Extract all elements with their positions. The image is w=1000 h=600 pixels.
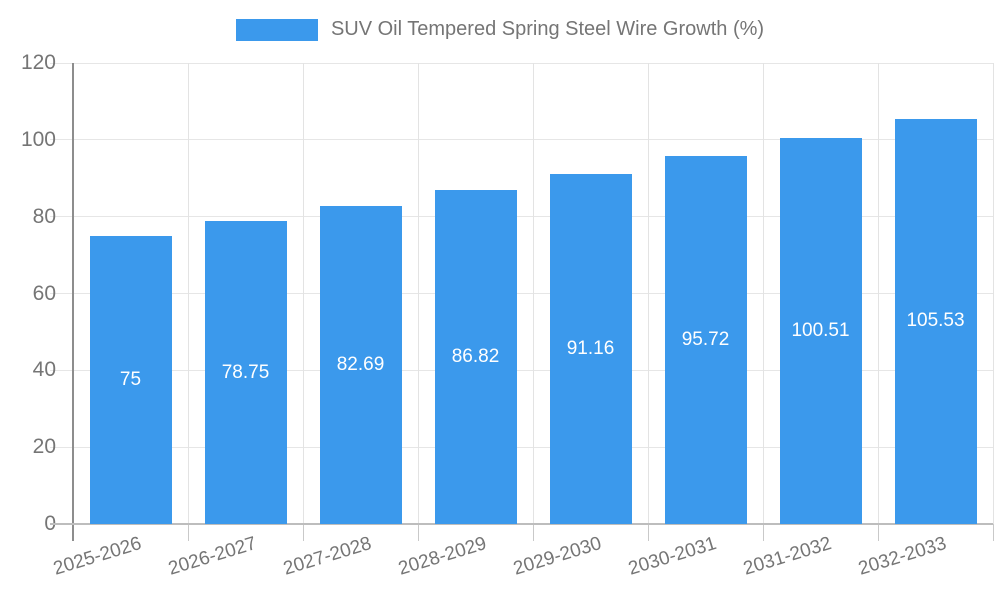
y-axis-tick-label: 20 — [32, 435, 56, 459]
x-axis-tick — [187, 524, 189, 541]
y-axis-tick-label: 0 — [4, 513, 56, 535]
y-gridline — [50, 62, 993, 64]
bar — [89, 235, 172, 524]
bar-value-label: 100.51 — [791, 319, 850, 341]
x-axis-tick — [762, 524, 764, 541]
x-axis-category-label: 2029-2030 — [510, 533, 604, 580]
bar — [779, 137, 862, 524]
bar — [894, 118, 977, 524]
x-gridline — [992, 63, 994, 524]
legend-series-label: SUV Oil Tempered Spring Steel Wire Growt… — [330, 18, 765, 40]
bar-value-label: 95.72 — [681, 329, 730, 351]
x-gridline — [762, 63, 764, 524]
y-gridline — [50, 293, 993, 294]
x-gridline — [877, 63, 879, 524]
y-axis-tick-label: 80 — [32, 204, 56, 228]
x-axis-category-label: 2026-2027 — [165, 533, 259, 580]
bar — [204, 221, 287, 524]
x-gridline — [187, 63, 189, 524]
x-axis-tick — [877, 524, 879, 541]
x-axis-tick — [647, 524, 649, 541]
bar-value-label: 91.16 — [566, 337, 615, 359]
y-axis-tick-label: 120 — [20, 51, 56, 74]
x-axis-tick — [992, 524, 994, 541]
bar-value-label: 86.82 — [451, 346, 500, 368]
x-gridline — [302, 63, 304, 524]
x-axis-category-label: 2025-2026 — [50, 533, 144, 580]
x-axis-tick — [417, 524, 419, 541]
y-gridline — [50, 139, 993, 141]
y-gridline — [50, 369, 993, 371]
x-axis-line — [50, 523, 993, 525]
bar-value-label: 105.53 — [906, 310, 965, 332]
x-axis-category-label: 2030-2031 — [625, 533, 719, 580]
x-axis-tick — [302, 524, 304, 541]
x-axis-category-label: 2032-2033 — [855, 533, 949, 580]
y-gridline — [50, 446, 993, 448]
x-axis-category-label: 2028-2029 — [395, 533, 489, 580]
y-axis-tick-label: 100 — [20, 127, 56, 151]
bar — [319, 206, 402, 524]
bar — [434, 190, 517, 524]
y-gridline — [50, 216, 993, 218]
x-axis-category-label: 2027-2028 — [280, 533, 374, 580]
bar — [549, 173, 632, 524]
bar-value-label: 78.75 — [221, 361, 270, 383]
y-axis-line — [72, 63, 74, 541]
legend: SUV Oil Tempered Spring Steel Wire Growt… — [0, 18, 1000, 41]
y-axis-tick-label: 40 — [32, 358, 56, 382]
x-gridline — [532, 63, 534, 524]
x-gridline — [417, 63, 419, 524]
x-axis-tick — [532, 524, 534, 541]
bar — [664, 156, 747, 524]
legend-swatch — [235, 18, 318, 41]
bar-value-label: 75 — [119, 368, 142, 390]
x-gridline — [647, 63, 649, 524]
x-axis-category-label: 2031-2032 — [740, 533, 834, 580]
bar-value-label: 82.69 — [336, 354, 385, 376]
y-axis-tick-label: 60 — [32, 281, 56, 305]
